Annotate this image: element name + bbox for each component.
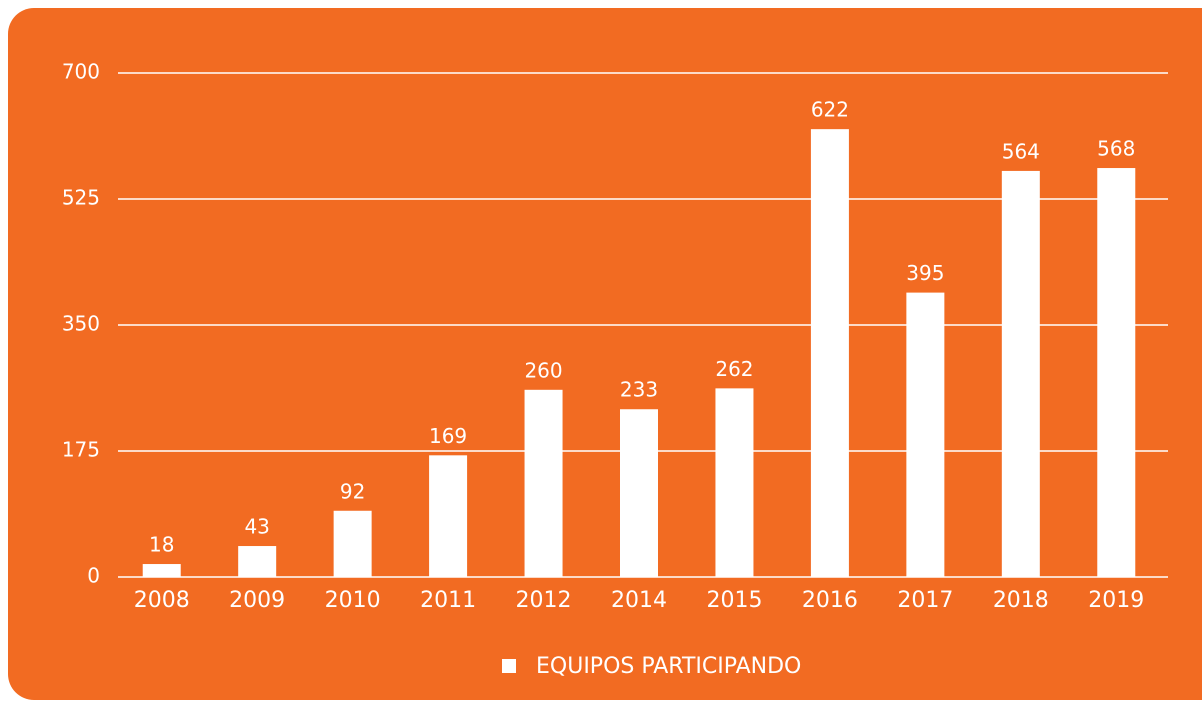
bar <box>524 389 563 577</box>
x-tick-label: 2017 <box>897 588 953 613</box>
data-label: 169 <box>429 424 467 448</box>
bar <box>810 129 849 577</box>
data-label: 622 <box>811 98 849 122</box>
data-label: 18 <box>149 533 174 557</box>
data-label: 260 <box>524 358 562 382</box>
x-tick-label: 2015 <box>706 588 762 613</box>
chart-background <box>8 8 1202 700</box>
y-tick-label: 525 <box>62 186 100 210</box>
legend-label: EQUIPOS PARTICIPANDO <box>536 654 801 679</box>
data-label: 233 <box>620 378 658 402</box>
x-tick-label: 2009 <box>229 588 285 613</box>
bar <box>1001 170 1040 578</box>
x-tick-label: 2016 <box>802 588 858 613</box>
y-tick-label: 350 <box>62 312 100 336</box>
y-tick-label: 0 <box>87 564 100 588</box>
data-label: 43 <box>244 515 269 539</box>
x-tick-label: 2008 <box>134 588 190 613</box>
x-tick-label: 2019 <box>1088 588 1144 613</box>
bar <box>715 388 754 577</box>
bar <box>1097 168 1136 578</box>
bar <box>142 564 181 577</box>
bar <box>906 292 945 577</box>
data-label: 262 <box>715 357 753 381</box>
bar <box>620 409 658 577</box>
y-tick-label: 700 <box>62 60 100 84</box>
data-label: 395 <box>906 261 944 285</box>
bar <box>429 455 468 577</box>
bar <box>333 510 372 577</box>
x-tick-label: 2012 <box>516 588 572 613</box>
data-label: 568 <box>1097 137 1135 161</box>
x-tick-label: 2018 <box>993 588 1049 613</box>
bar <box>238 546 277 577</box>
legend-swatch <box>502 659 516 673</box>
data-label: 92 <box>340 479 365 503</box>
x-tick-label: 2014 <box>611 588 667 613</box>
y-tick-label: 175 <box>62 438 100 462</box>
x-tick-label: 2011 <box>420 588 476 613</box>
x-tick-label: 2010 <box>325 588 381 613</box>
data-label: 564 <box>1002 139 1040 163</box>
